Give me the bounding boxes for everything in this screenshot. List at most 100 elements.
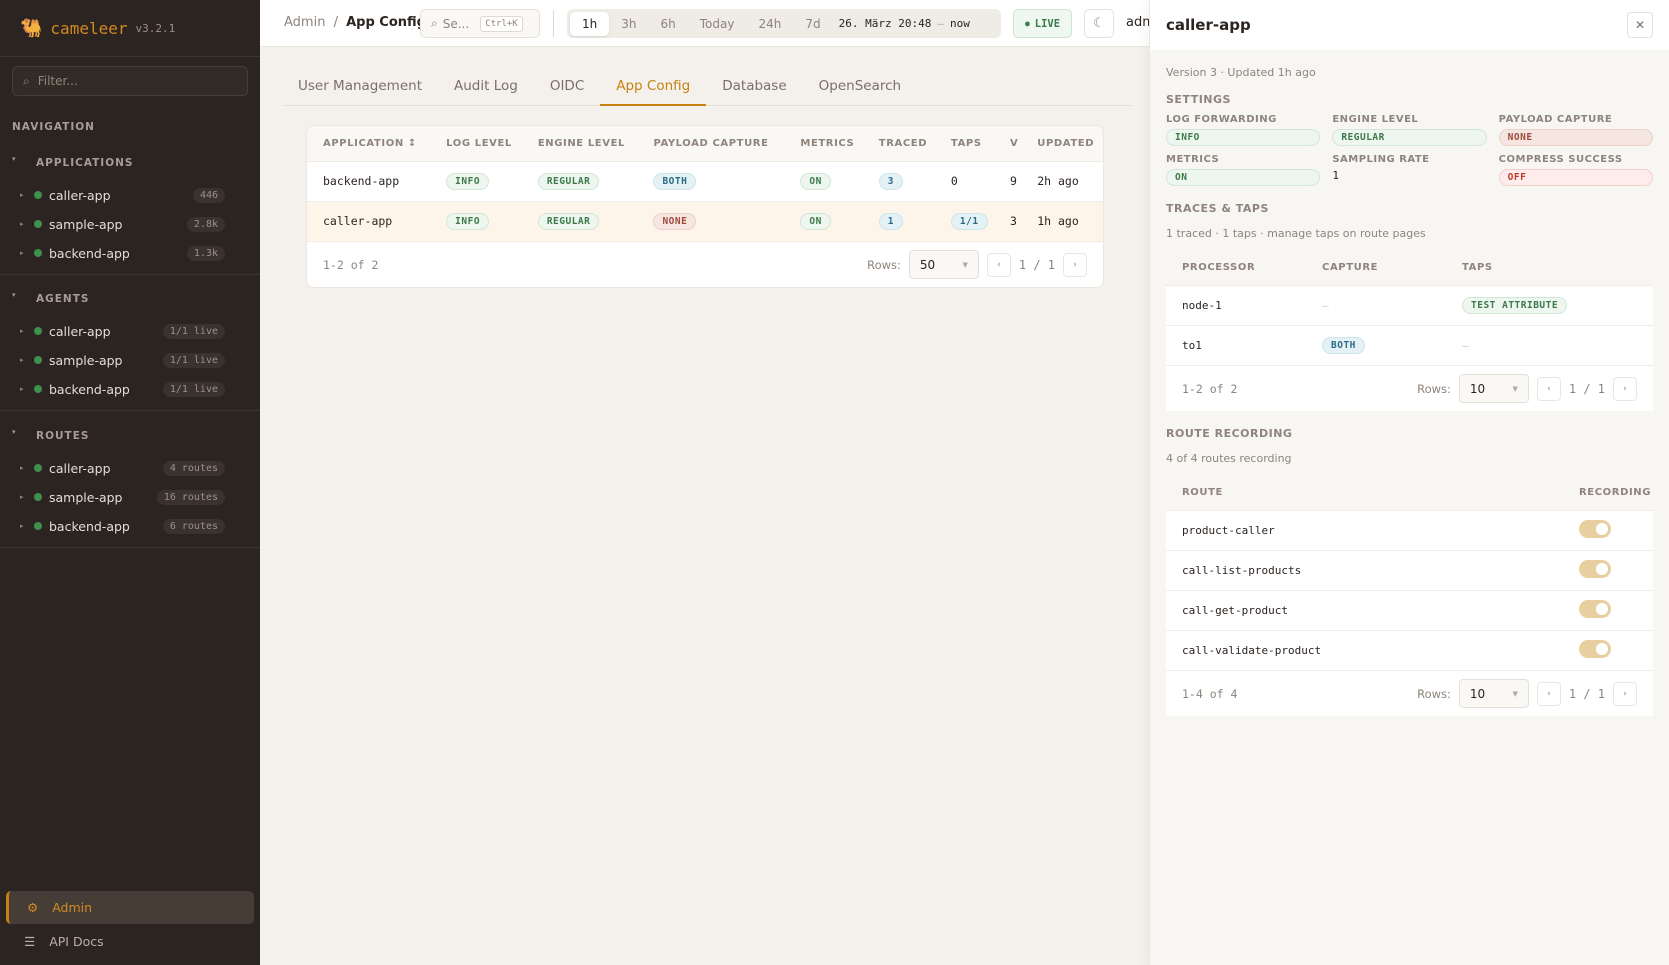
date-date-to[interactable]: now	[949, 17, 970, 30]
next-page-button[interactable]: ›	[1613, 376, 1637, 401]
column-header[interactable]: PAYLOAD CAPTURE	[637, 126, 785, 161]
traces-rows-select[interactable]: 10 ▼	[1458, 374, 1529, 403]
setting-value-badge[interactable]: OFF	[1498, 169, 1653, 186]
column-header[interactable]: APPLICATION ↕	[307, 126, 431, 161]
sidebar-item-caller-app[interactable]: ▸ caller-app 446	[20, 183, 225, 207]
range-option-7d[interactable]: 7d	[805, 16, 821, 31]
setting-value-badge[interactable]: ON	[1166, 169, 1321, 186]
filter-placeholder: Filter...	[37, 74, 78, 88]
recording-toggle[interactable]	[1579, 519, 1611, 538]
tab-app-config[interactable]: App Config	[600, 70, 707, 106]
status-dot-icon	[34, 464, 42, 472]
detail-panel: caller-app ✕ Version 3 · Updated 1h ago S…	[1149, 0, 1669, 965]
range-option-6h[interactable]: 6h	[660, 16, 676, 31]
sidebar-item-backend-app[interactable]: ▸ backend-app 1.3k	[20, 241, 225, 265]
setting-label: SAMPLING RATE	[1332, 154, 1430, 165]
expand-icon[interactable]: ▸	[20, 220, 24, 228]
rows-per-page-select[interactable]: 50 ▼	[908, 250, 979, 279]
traces-heading: TRACES & TAPS	[1166, 202, 1269, 215]
item-label: sample-app	[49, 352, 123, 368]
column-header[interactable]: ENGINE LEVEL	[521, 126, 638, 161]
logo[interactable]: 🐫 cameleer v3.2.1	[20, 16, 175, 40]
next-page-button[interactable]: ›	[1613, 681, 1637, 706]
expand-icon[interactable]: ▸	[20, 191, 24, 199]
expand-icon[interactable]: ▸	[20, 493, 24, 501]
theme-toggle-moon-icon[interactable]: ☾	[1084, 9, 1114, 38]
item-badge: 1/1 live	[162, 323, 225, 339]
range-option-1h[interactable]: 1h	[570, 11, 610, 36]
sidebar-item-admin[interactable]: ⚙ Admin	[6, 891, 254, 924]
range-option-3h[interactable]: 3h	[621, 16, 637, 31]
section-collapse-icon[interactable]: ▾	[12, 291, 17, 299]
section-label-routes[interactable]: ROUTES	[36, 430, 90, 442]
item-badge: 1/1 live	[162, 352, 225, 368]
tap-badge[interactable]: TEST ATTRIBUTE	[1462, 296, 1568, 314]
range-option-24h[interactable]: 24h	[758, 16, 782, 31]
recording-toggle[interactable]	[1579, 559, 1611, 578]
expand-icon[interactable]: ▸	[20, 385, 24, 393]
tab-opensearch[interactable]: OpenSearch	[818, 78, 902, 94]
cell-app: caller-app	[307, 200, 431, 241]
prev-page-button[interactable]: ‹	[1536, 681, 1561, 706]
sidebar-item-sample-app[interactable]: ▸ sample-app 1/1 live	[20, 348, 225, 372]
column-header: ROUTE	[1166, 475, 1563, 510]
section-collapse-icon[interactable]: ▾	[12, 428, 17, 436]
setting-value-badge[interactable]: REGULAR	[1332, 129, 1487, 146]
sidebar-item-caller-app[interactable]: ▸ caller-app 1/1 live	[20, 319, 225, 343]
tab-audit-log[interactable]: Audit Log	[454, 78, 518, 94]
routes-rows-select[interactable]: 10 ▼	[1458, 679, 1529, 708]
tab-user-management[interactable]: User Management	[298, 78, 422, 94]
sidebar-item-backend-app[interactable]: ▸ backend-app 6 routes	[20, 514, 225, 538]
app-version: v3.2.1	[135, 21, 176, 35]
setting-value-badge[interactable]: NONE	[1498, 129, 1653, 146]
column-header[interactable]: METRICS	[784, 126, 863, 161]
prev-page-button[interactable]: ‹	[986, 252, 1011, 277]
tab-oidc[interactable]: OIDC	[549, 78, 585, 94]
recording-toggle[interactable]	[1579, 639, 1611, 658]
sidebar-item-api-docs[interactable]: ☰ API Docs	[6, 925, 254, 958]
sidebar-item-sample-app[interactable]: ▸ sample-app 16 routes	[20, 485, 225, 509]
search-placeholder: Se...	[442, 16, 470, 31]
table-row[interactable]: backend-app INFO REGULAR BOTH ON 3 0 9 2h ago	[307, 160, 1103, 201]
range-option-today[interactable]: Today	[699, 16, 735, 31]
section-collapse-icon[interactable]: ▾	[12, 155, 17, 163]
tab-database[interactable]: Database	[722, 78, 787, 94]
item-badge: 16 routes	[156, 489, 225, 505]
recording-toggle[interactable]	[1579, 599, 1611, 618]
column-header[interactable]: LOG LEVEL	[430, 126, 522, 161]
breadcrumb-admin[interactable]: Admin	[284, 15, 326, 30]
expand-icon[interactable]: ▸	[20, 327, 24, 335]
setting-value-badge[interactable]: INFO	[1166, 129, 1321, 146]
sidebar-item-caller-app[interactable]: ▸ caller-app 4 routes	[20, 456, 225, 480]
sidebar: 🐫 cameleer v3.2.1 ⌕ Filter... NAVIGATION…	[0, 0, 260, 965]
item-label: backend-app	[49, 518, 130, 534]
sidebar-item-sample-app[interactable]: ▸ sample-app 2.8k	[20, 212, 225, 236]
status-dot-icon	[34, 249, 42, 257]
prev-page-button[interactable]: ‹	[1536, 376, 1561, 401]
next-page-button[interactable]: ›	[1063, 252, 1087, 277]
setting-sampling-rate: SAMPLING RATE 1	[1332, 154, 1486, 186]
item-label: sample-app	[49, 489, 123, 505]
table-row[interactable]: caller-app INFO REGULAR NONE ON 1 1/1 3 1h ago	[307, 200, 1103, 241]
expand-icon[interactable]: ▸	[20, 249, 24, 257]
route-name: product-caller	[1166, 509, 1563, 550]
close-icon[interactable]: ✕	[1627, 12, 1653, 38]
setting-engine-level: ENGINE LEVEL REGULAR	[1332, 114, 1487, 146]
section-label-agents[interactable]: AGENTS	[36, 293, 90, 305]
expand-icon[interactable]: ▸	[20, 522, 24, 530]
item-badge: 1.3k	[186, 245, 225, 261]
admin-label: Admin	[52, 900, 93, 915]
column-header[interactable]: UPDATED	[1021, 126, 1103, 161]
traced-badge: 1	[878, 212, 904, 230]
sidebar-filter-input[interactable]: ⌕ Filter...	[12, 66, 248, 96]
section-label-applications[interactable]: APPLICATIONS	[36, 157, 134, 169]
search-button[interactable]: ⌕ Se... Ctrl+K	[420, 9, 540, 38]
live-toggle[interactable]: ● LIVE	[1013, 9, 1072, 38]
column-header[interactable]: TAPS	[934, 126, 994, 161]
sidebar-item-backend-app[interactable]: ▸ backend-app 1/1 live	[20, 377, 225, 401]
expand-icon[interactable]: ▸	[20, 464, 24, 472]
column-header[interactable]: TRACED	[862, 126, 935, 161]
expand-icon[interactable]: ▸	[20, 356, 24, 364]
date-date-from[interactable]: 26. März 20:48	[838, 17, 932, 30]
column-header[interactable]: V	[993, 126, 1022, 161]
